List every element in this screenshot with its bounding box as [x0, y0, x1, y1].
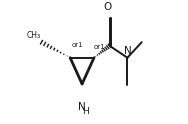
Text: CH₃: CH₃ [26, 31, 40, 40]
Text: N: N [78, 102, 85, 112]
Text: or1: or1 [72, 42, 83, 47]
Text: O: O [104, 2, 112, 12]
Text: or1: or1 [93, 44, 105, 50]
Text: N: N [124, 46, 131, 56]
Text: H: H [82, 107, 88, 116]
